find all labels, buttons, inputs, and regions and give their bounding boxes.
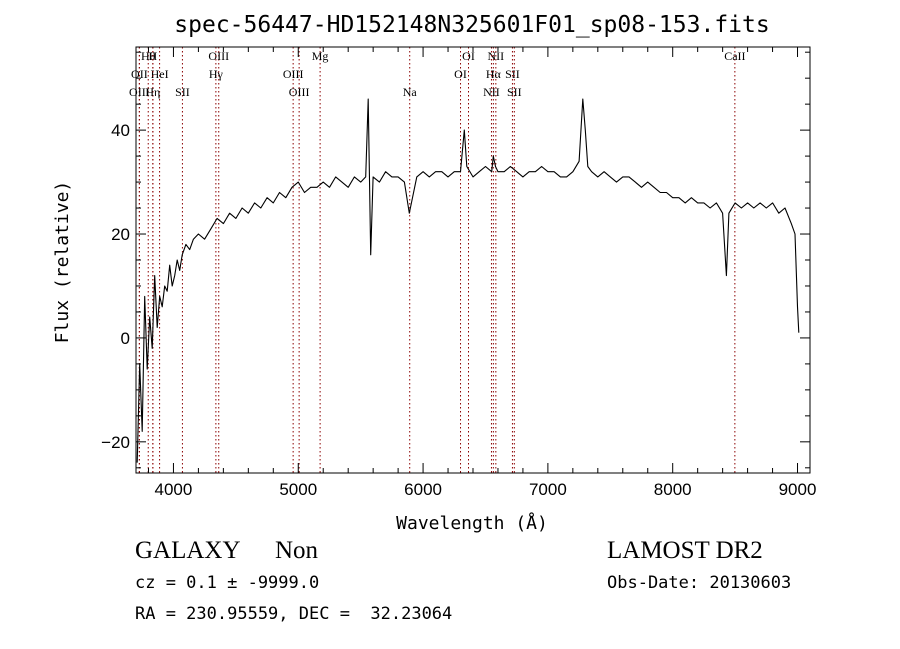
x-tick-label-2: 6000: [404, 480, 442, 499]
x-tick-label-3: 7000: [529, 480, 567, 499]
marker-label-18: NII: [483, 85, 500, 99]
marker-label-17: SII: [505, 67, 520, 81]
marker-label-8: Hγ: [209, 67, 224, 81]
y-tick-label-1: 0: [121, 329, 130, 348]
marker-label-20: CaII: [724, 49, 745, 63]
axes: 4000 5000 6000 7000 8000 9000 −20 0 20 40: [101, 47, 816, 499]
observation-date: Obs-Date: 20130603: [607, 573, 792, 593]
y-axis-label: Flux (relative): [52, 181, 73, 344]
x-axis-label: Wavelength (Å): [396, 512, 548, 534]
marker-label-5: Hη: [145, 85, 160, 99]
marker-label-0: Hθ: [141, 49, 156, 63]
marker-label-6: SII: [175, 85, 190, 99]
marker-label-13: OI: [462, 49, 475, 63]
x-tick-label-5: 9000: [779, 480, 817, 499]
marker-label-14: OI: [454, 67, 467, 81]
marker-label-19: SII: [507, 85, 522, 99]
marker-label-11: Mg: [312, 49, 329, 63]
marker-label-2: OIII: [129, 85, 150, 99]
survey-name: LAMOST DR2: [607, 537, 763, 564]
object-class: GALAXY: [135, 537, 241, 564]
spectrum-series: [136, 98, 800, 463]
x-tick-label-1: 5000: [279, 480, 317, 499]
marker-label-1: OII: [131, 67, 148, 81]
marker-label-10: OIII: [289, 85, 310, 99]
marker-label-15: NII: [488, 49, 505, 63]
x-tick-label-0: 4000: [155, 480, 193, 499]
y-tick-label-0: −20: [101, 433, 130, 452]
redshift-line: cz = 0.1 ± -9999.0: [135, 573, 320, 593]
series-line-0: [136, 98, 800, 463]
object-subclass: Non: [275, 537, 319, 564]
marker-label-7: OIII: [208, 49, 229, 63]
marker-label-12: Na: [403, 85, 418, 99]
y-tick-label-2: 20: [111, 225, 130, 244]
marker-label-4: HeI: [151, 67, 169, 81]
marker-label-16: Hα: [486, 67, 502, 81]
marker-label-9: OIII: [283, 67, 304, 81]
y-tick-label-3: 40: [111, 121, 130, 140]
coordinates-line: RA = 230.95559, DEC = 32.23064: [135, 604, 453, 624]
chart-title: spec-56447-HD152148N325601F01_sp08-153.f…: [174, 12, 769, 38]
x-tick-label-4: 8000: [654, 480, 692, 499]
plot-frame: [135, 46, 811, 474]
